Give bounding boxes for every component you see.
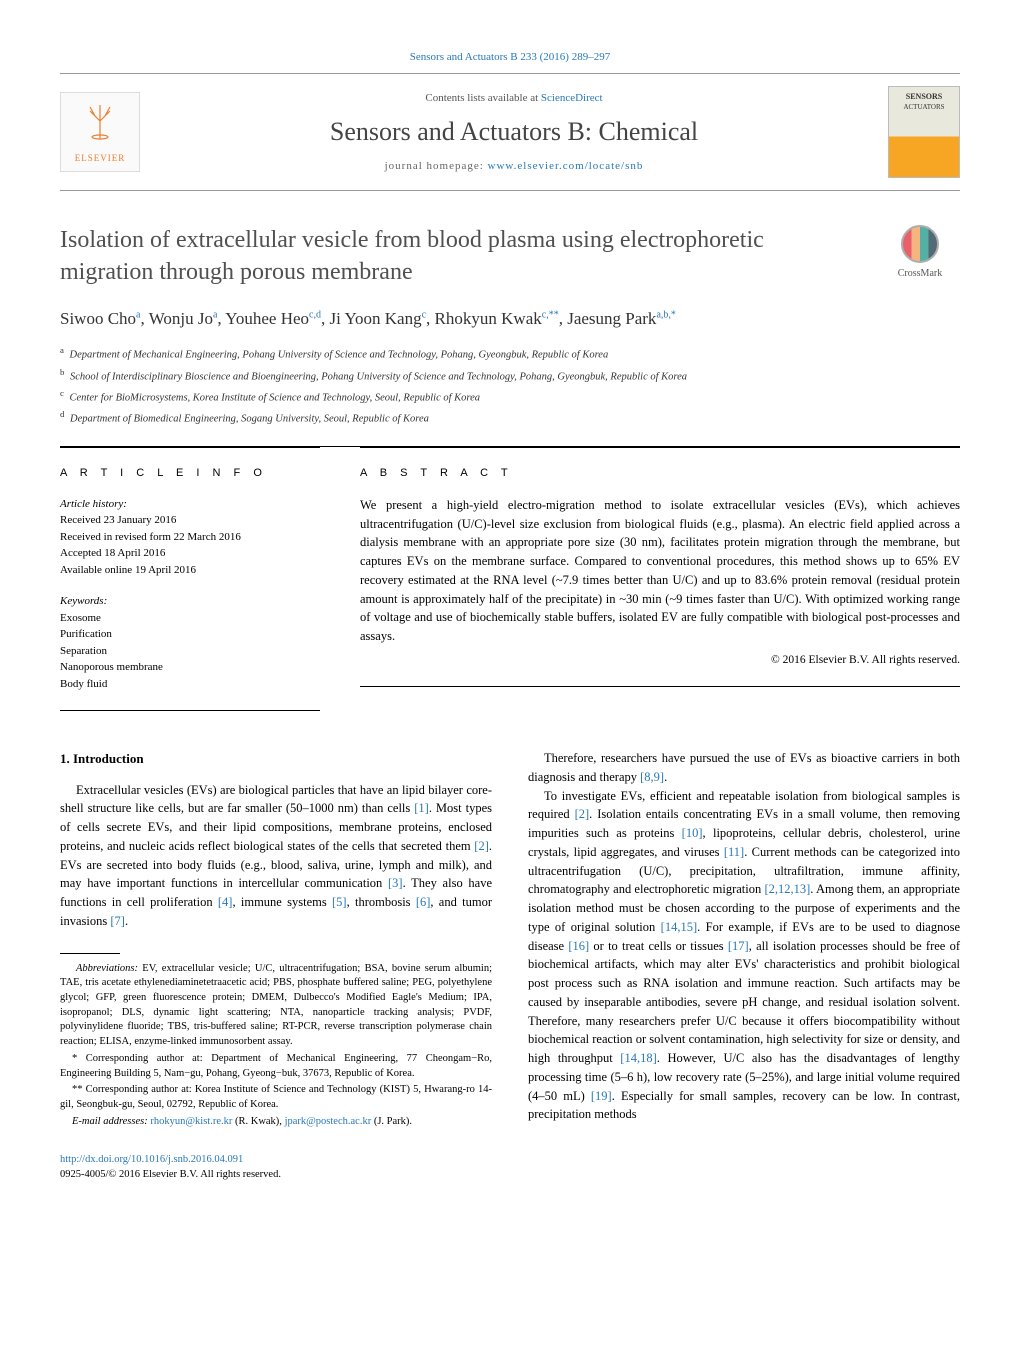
info-abstract-row: a r t i c l e i n f o Article history: R… <box>60 447 960 711</box>
running-head: Sensors and Actuators B 233 (2016) 289–2… <box>60 50 960 65</box>
abstract-copyright: © 2016 Elsevier B.V. All rights reserved… <box>360 652 960 668</box>
email-name-1: (R. Kwak), <box>232 1116 284 1127</box>
authors-line: Siwoo Choa, Wonju Joa, Youhee Heoc,d, Ji… <box>60 306 960 332</box>
crossmark-icon <box>901 225 939 263</box>
keywords-head: Keywords: <box>60 594 320 609</box>
keyword: Exosome <box>60 610 320 627</box>
affiliation-line: c Center for BioMicrosystems, Korea Inst… <box>60 386 960 407</box>
footer-block: http://dx.doi.org/10.1016/j.snb.2016.04.… <box>60 1153 960 1182</box>
abstract-heading: a b s t r a c t <box>360 466 960 481</box>
body-columns: 1. Introduction Extracellular vesicles (… <box>60 749 960 1131</box>
body-paragraph: Extracellular vesicles (EVs) are biologi… <box>60 781 492 931</box>
citation[interactable]: [4] <box>218 895 233 909</box>
abbrev-label: Abbreviations: <box>76 963 138 974</box>
cover-sensors-text: SENSORS <box>893 91 955 102</box>
email-label: E-mail addresses: <box>72 1116 148 1127</box>
section-heading-1: 1. Introduction <box>60 749 492 769</box>
email-footnote: E-mail addresses: rhokyun@kist.re.kr (R.… <box>60 1115 492 1130</box>
body-paragraph: Therefore, researchers have pursued the … <box>528 749 960 787</box>
article-info-col: a r t i c l e i n f o Article history: R… <box>60 447 320 711</box>
citation[interactable]: [2] <box>575 807 590 821</box>
affiliation-line: b School of Interdisciplinary Bioscience… <box>60 365 960 386</box>
keyword: Body fluid <box>60 676 320 693</box>
journal-cover-thumb: SENSORS ACTUATORS <box>888 86 960 178</box>
history-line: Received in revised form 22 March 2016 <box>60 529 320 546</box>
masthead-center: Contents lists available at ScienceDirec… <box>160 91 868 174</box>
contents-text: Contents lists available at <box>425 92 540 104</box>
homepage-label: journal homepage: <box>385 160 488 172</box>
email-name-2: (J. Park). <box>371 1116 412 1127</box>
citation[interactable]: [11] <box>724 845 744 859</box>
body-paragraph: To investigate EVs, efficient and repeat… <box>528 787 960 1125</box>
citation[interactable]: [14,18] <box>620 1051 656 1065</box>
issn-copyright: 0925-4005/© 2016 Elsevier B.V. All right… <box>60 1169 281 1180</box>
affiliation-line: a Department of Mechanical Engineering, … <box>60 343 960 364</box>
citation[interactable]: [14,15] <box>661 920 697 934</box>
doi-link[interactable]: http://dx.doi.org/10.1016/j.snb.2016.04.… <box>60 1154 243 1165</box>
keywords-block: Keywords: ExosomePurificationSeparationN… <box>60 594 320 692</box>
affiliation-line: d Department of Biomedical Engineering, … <box>60 407 960 428</box>
corresponding-1: * Corresponding author at: Department of… <box>60 1052 492 1081</box>
homepage-link[interactable]: www.elsevier.com/locate/snb <box>488 160 644 172</box>
citation[interactable]: [8,9] <box>640 770 664 784</box>
masthead: ELSEVIER Contents lists available at Sci… <box>60 73 960 191</box>
citation[interactable]: [10] <box>682 826 703 840</box>
keyword: Purification <box>60 626 320 643</box>
crossmark-label: CrossMark <box>898 267 942 281</box>
footnotes: Abbreviations: EV, extracellular vesicle… <box>60 962 492 1130</box>
publisher-logo: ELSEVIER <box>60 92 140 172</box>
citation[interactable]: [6] <box>416 895 431 909</box>
citation[interactable]: [2] <box>474 839 489 853</box>
citation[interactable]: [17] <box>728 939 749 953</box>
crossmark-badge[interactable]: CrossMark <box>880 225 960 281</box>
citation[interactable]: [2,12,13] <box>764 882 810 896</box>
citation[interactable]: [16] <box>568 939 589 953</box>
contents-line: Contents lists available at ScienceDirec… <box>160 91 868 106</box>
page-root: Sensors and Actuators B 233 (2016) 289–2… <box>0 0 1020 1223</box>
citation[interactable]: [3] <box>388 876 403 890</box>
email-link-2[interactable]: jpark@postech.ac.kr <box>285 1116 372 1127</box>
footnote-rule <box>60 953 120 954</box>
body-col-left: 1. Introduction Extracellular vesicles (… <box>60 749 492 1131</box>
journal-title: Sensors and Actuators B: Chemical <box>160 114 868 150</box>
sciencedirect-link[interactable]: ScienceDirect <box>541 92 603 104</box>
running-head-link[interactable]: Sensors and Actuators B 233 (2016) 289–2… <box>410 51 610 63</box>
history-line: Available online 19 April 2016 <box>60 562 320 579</box>
abbrev-text: EV, extracellular vesicle; U/C, ultracen… <box>60 963 492 1047</box>
abstract-text: We present a high-yield electro-migratio… <box>360 496 960 646</box>
history-head: Article history: <box>60 496 320 513</box>
abstract-col: a b s t r a c t We present a high-yield … <box>360 447 960 711</box>
history-line: Accepted 18 April 2016 <box>60 545 320 562</box>
body-col-right: Therefore, researchers have pursued the … <box>528 749 960 1131</box>
citation[interactable]: [1] <box>414 801 429 815</box>
article-title: Isolation of extracellular vesicle from … <box>60 225 860 287</box>
affiliations: a Department of Mechanical Engineering, … <box>60 343 960 428</box>
publisher-name: ELSEVIER <box>75 152 126 165</box>
keyword: Nanoporous membrane <box>60 659 320 676</box>
tree-icon <box>80 101 120 148</box>
article-history: Article history: Received 23 January 201… <box>60 496 320 579</box>
article-info-heading: a r t i c l e i n f o <box>60 466 320 481</box>
citation[interactable]: [5] <box>332 895 347 909</box>
citation[interactable]: [19] <box>591 1089 612 1103</box>
citation[interactable]: [7] <box>110 914 125 928</box>
abbreviations-footnote: Abbreviations: EV, extracellular vesicle… <box>60 962 492 1050</box>
history-line: Received 23 January 2016 <box>60 512 320 529</box>
keyword: Separation <box>60 643 320 660</box>
corresponding-2: ** Corresponding author at: Korea Instit… <box>60 1083 492 1112</box>
title-block: Isolation of extracellular vesicle from … <box>60 225 960 287</box>
cover-actuators-text: ACTUATORS <box>893 103 955 113</box>
homepage-line: journal homepage: www.elsevier.com/locat… <box>160 159 868 174</box>
email-link-1[interactable]: rhokyun@kist.re.kr <box>150 1116 232 1127</box>
